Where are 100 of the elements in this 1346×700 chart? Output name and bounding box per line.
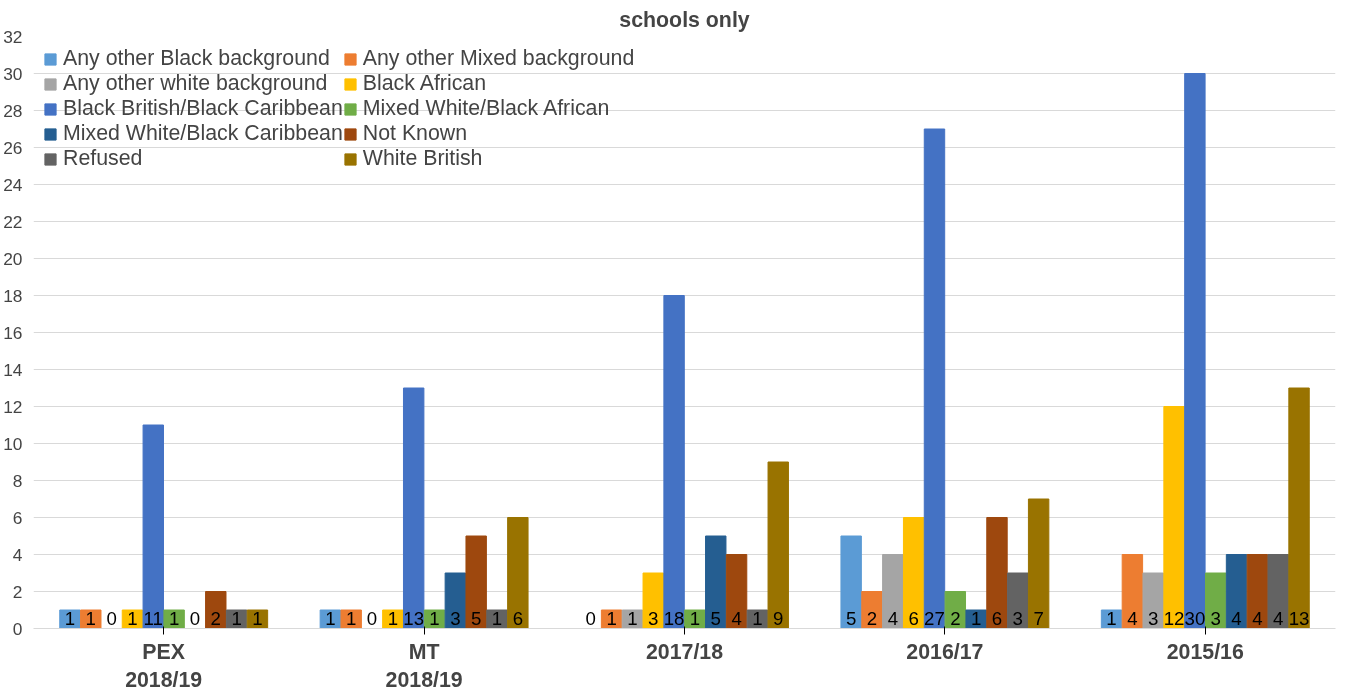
data-label: 6 xyxy=(991,607,1003,629)
y-tick-label: 6 xyxy=(12,507,23,528)
data-label: 4 xyxy=(1127,607,1138,629)
x-tick-label: 2016/17 xyxy=(906,639,984,664)
data-label: 1 xyxy=(127,607,138,629)
data-label: 4 xyxy=(1273,607,1284,629)
bar xyxy=(725,554,748,629)
bar xyxy=(80,609,102,629)
data-label: 4 xyxy=(1252,607,1263,629)
y-tick-label: 20 xyxy=(3,248,23,269)
bar xyxy=(986,517,1008,629)
bar xyxy=(1027,498,1050,629)
legend-label: Refused xyxy=(63,146,143,171)
y-tick-label: 12 xyxy=(3,396,23,417)
bar xyxy=(1267,554,1289,629)
x-tick-label: PEX 2018/19 xyxy=(125,639,203,693)
y-tick-label: 24 xyxy=(3,174,23,195)
data-label: 4 xyxy=(1231,607,1242,629)
chart-title: schools only xyxy=(619,7,750,32)
bar xyxy=(1184,73,1206,629)
data-label: 1 xyxy=(627,607,638,629)
data-label: 2 xyxy=(210,607,221,629)
data-label: 1 xyxy=(168,607,180,629)
y-tick-label: 26 xyxy=(3,137,23,158)
bar xyxy=(902,517,925,629)
y-tick-label: 16 xyxy=(3,322,23,343)
bar xyxy=(205,591,227,629)
data-label: 1 xyxy=(689,607,701,629)
legend-label: Any other white background xyxy=(63,71,328,96)
data-label: 2 xyxy=(950,607,961,629)
data-label: 4 xyxy=(887,607,899,629)
bar xyxy=(1142,572,1164,629)
bar xyxy=(1288,387,1310,629)
data-label: 1 xyxy=(387,607,399,629)
bar xyxy=(1163,406,1185,629)
data-label: 0 xyxy=(189,607,201,629)
y-tick-label: 22 xyxy=(3,211,23,232)
data-label: 1 xyxy=(429,607,440,629)
data-label: 7 xyxy=(1033,607,1044,629)
data-label: 5 xyxy=(710,607,721,629)
y-tick-label: 18 xyxy=(3,285,23,306)
data-label: 0 xyxy=(585,607,596,629)
legend-label: Mixed White/Black African xyxy=(362,96,610,121)
bar xyxy=(402,387,425,629)
bar xyxy=(944,591,967,629)
y-tick-label: 0 xyxy=(12,618,23,639)
bar xyxy=(444,572,467,629)
legend-label: Any other Black background xyxy=(63,46,330,71)
x-tick-label: MT 2018/19 xyxy=(385,639,463,693)
data-label: 0 xyxy=(366,607,378,629)
data-label: 1 xyxy=(85,607,96,629)
legend-label: Not Known xyxy=(362,121,468,146)
data-label: 0 xyxy=(106,607,117,629)
data-label: 2 xyxy=(866,607,878,629)
data-label: 5 xyxy=(470,607,482,629)
legend-label: White British xyxy=(362,146,483,171)
data-label: 3 xyxy=(450,607,461,629)
bar xyxy=(882,554,904,629)
legend-label: Black British/Black Caribbean xyxy=(63,96,343,121)
data-label: 1 xyxy=(491,607,503,629)
data-label: 3 xyxy=(1148,607,1159,629)
data-label: 13 xyxy=(403,607,425,629)
data-label: 11 xyxy=(143,607,163,629)
data-label: 6 xyxy=(512,607,524,629)
bar xyxy=(923,128,946,629)
bar xyxy=(465,535,487,629)
bar xyxy=(142,424,164,629)
y-tick-label: 8 xyxy=(12,470,23,491)
bar xyxy=(840,535,862,629)
data-label: 4 xyxy=(731,607,742,629)
data-label: 6 xyxy=(908,607,919,629)
data-label: 1 xyxy=(346,607,357,629)
data-label: 3 xyxy=(1210,607,1221,629)
legend-label: Black African xyxy=(362,71,487,96)
bar xyxy=(663,295,685,629)
y-tick-label: 14 xyxy=(3,359,23,380)
y-tick-label: 32 xyxy=(3,26,23,47)
data-label: 1 xyxy=(325,607,336,629)
bar xyxy=(705,535,727,629)
bar xyxy=(507,517,529,629)
bar xyxy=(642,572,664,629)
data-label: 5 xyxy=(845,607,857,629)
data-label: 3 xyxy=(648,607,659,629)
data-label: 13 xyxy=(1288,607,1310,629)
data-label: 30 xyxy=(1184,607,1206,629)
data-label: 27 xyxy=(924,607,945,629)
x-tick-label: 2015/16 xyxy=(1166,639,1244,664)
data-label: 1 xyxy=(252,607,263,629)
y-tick-label: 2 xyxy=(12,581,23,602)
data-label: 1 xyxy=(752,607,763,629)
y-tick-label: 4 xyxy=(12,544,23,565)
legend-label: Any other Mixed background xyxy=(362,46,635,71)
bar xyxy=(767,461,789,629)
bar xyxy=(1007,572,1029,629)
data-label: 9 xyxy=(773,607,784,629)
data-label: 18 xyxy=(663,607,685,629)
y-tick-label: 30 xyxy=(3,63,23,84)
data-label: 1 xyxy=(606,607,617,629)
bar xyxy=(1205,572,1227,629)
x-tick-label: 2017/18 xyxy=(645,639,724,664)
